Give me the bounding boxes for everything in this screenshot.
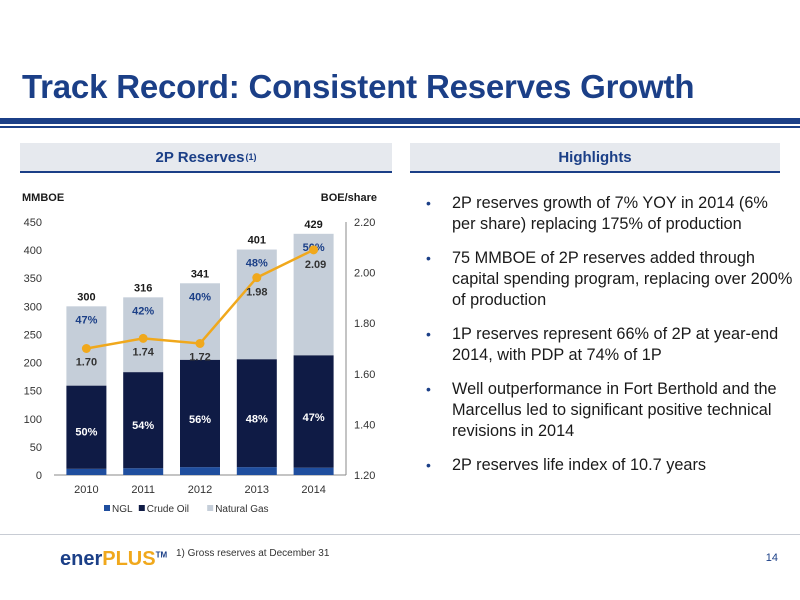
natural-gas-percent-label: 42% — [132, 305, 154, 317]
boe-per-share-point — [138, 333, 148, 343]
highlight-item: Well outperformance in Fort Berthold and… — [424, 379, 794, 442]
y-tick-label: 0 — [36, 470, 42, 482]
boe-per-share-point — [309, 245, 319, 255]
bar-total-label: 401 — [248, 235, 266, 247]
crude-oil-percent-label: 54% — [132, 420, 154, 432]
y-tick-label: 150 — [24, 386, 42, 398]
y2-tick-label: 2.00 — [354, 268, 375, 280]
title-divider — [0, 118, 800, 124]
y-tick-label: 250 — [24, 329, 42, 341]
highlight-item: 75 MMBOE of 2P reserves added through ca… — [424, 248, 794, 311]
x-tick-label: 2011 — [131, 484, 155, 496]
y2-axis-title: BOE/share — [321, 192, 377, 204]
highlight-item: 1P reserves represent 66% of 2P at year-… — [424, 324, 794, 366]
natural-gas-bar-segment — [236, 249, 277, 360]
ngl-bar-segment — [66, 468, 107, 475]
y-tick-label: 100 — [24, 414, 42, 426]
crude-oil-percent-label: 50% — [75, 426, 97, 438]
ngl-bar-segment — [180, 467, 220, 475]
legend-swatch — [104, 505, 110, 511]
page-title: Track Record: Consistent Reserves Growth — [22, 68, 695, 105]
legend-swatch — [207, 505, 214, 511]
y-axis-title: MMBOE — [22, 192, 64, 204]
bar-total-label: 429 — [304, 219, 322, 231]
y-tick-label: 400 — [24, 245, 42, 257]
legend-swatch — [138, 505, 145, 511]
y2-tick-label: 1.20 — [354, 470, 375, 482]
bar-total-label: 300 — [77, 291, 95, 303]
boe-per-share-label: 1.98 — [246, 287, 267, 299]
highlights-heading-text: Highlights — [558, 148, 632, 166]
natural-gas-percent-label: 40% — [189, 291, 211, 303]
boe-per-share-point — [252, 273, 262, 283]
reserves-chart-svg: MMBOE BOE/share 0 50 100 150 200 250 300 350 400 45… — [22, 192, 377, 515]
highlights-list: 2P reserves growth of 7% YOY in 2014 (6%… — [424, 193, 794, 489]
highlight-item: 2P reserves life index of 10.7 years — [424, 455, 794, 476]
bar-total-label: 316 — [134, 282, 152, 294]
page-number: 14 — [765, 552, 778, 564]
boe-per-share-label: 1.70 — [76, 357, 97, 369]
boe-per-share-label: 1.72 — [189, 351, 210, 363]
boe-per-share-label: 1.74 — [132, 346, 154, 358]
y-tick-label: 350 — [24, 273, 42, 285]
natural-gas-percent-label: 48% — [246, 258, 268, 270]
ngl-bar-segment — [123, 468, 164, 475]
crude-oil-percent-label: 47% — [303, 412, 325, 424]
boe-per-share-point — [195, 338, 205, 348]
y-tick-label: 50 — [30, 442, 42, 454]
title-divider-thin — [0, 126, 800, 128]
bar-total-label: 341 — [191, 268, 209, 280]
ngl-bar-segment — [293, 467, 334, 475]
ngl-bar-segment — [236, 467, 277, 475]
crude-oil-bar-segment — [66, 385, 107, 469]
legend-label: Natural Gas — [215, 504, 268, 515]
highlight-item: 2P reserves growth of 7% YOY in 2014 (6%… — [424, 193, 794, 235]
crude-oil-bar-segment — [180, 359, 220, 468]
y-tick-label: 450 — [24, 217, 42, 229]
highlights-panel-heading: Highlights — [410, 143, 780, 173]
reserves-heading-text: 2P Reserves — [155, 148, 245, 166]
crude-oil-bar-segment — [123, 372, 164, 469]
x-tick-label: 2014 — [301, 484, 325, 496]
crude-oil-percent-label: 48% — [246, 414, 268, 426]
x-tick-label: 2010 — [74, 484, 98, 496]
crude-oil-bar-segment — [236, 359, 277, 468]
boe-per-share-point — [81, 344, 91, 353]
enerplus-logo: enerPLUSTM — [60, 548, 168, 570]
y-tick-label: 200 — [24, 358, 42, 370]
reserves-chart: MMBOE BOE/share 0 50 100 150 200 250 300 350 400 45… — [0, 180, 400, 520]
y2-tick-label: 1.60 — [354, 369, 375, 381]
x-tick-label: 2013 — [245, 484, 269, 496]
legend-label: Crude Oil — [147, 504, 189, 515]
reserves-panel-heading: 2P Reserves (1) — [20, 143, 392, 173]
natural-gas-percent-label: 47% — [75, 314, 97, 326]
y2-tick-label: 2.20 — [354, 217, 375, 229]
reserves-heading-footnote-marker: (1) — [245, 152, 257, 162]
y-tick-label: 300 — [24, 301, 42, 313]
boe-per-share-label: 2.09 — [305, 259, 326, 271]
footnote: 1) Gross reserves at December 31 — [176, 548, 330, 559]
x-tick-label: 2012 — [188, 484, 212, 496]
y2-tick-label: 1.40 — [354, 419, 375, 431]
legend-label: NGL — [112, 504, 133, 515]
crude-oil-percent-label: 56% — [189, 414, 211, 426]
footer-divider — [0, 534, 800, 535]
y2-tick-label: 1.80 — [354, 318, 375, 330]
crude-oil-bar-segment — [293, 355, 334, 468]
